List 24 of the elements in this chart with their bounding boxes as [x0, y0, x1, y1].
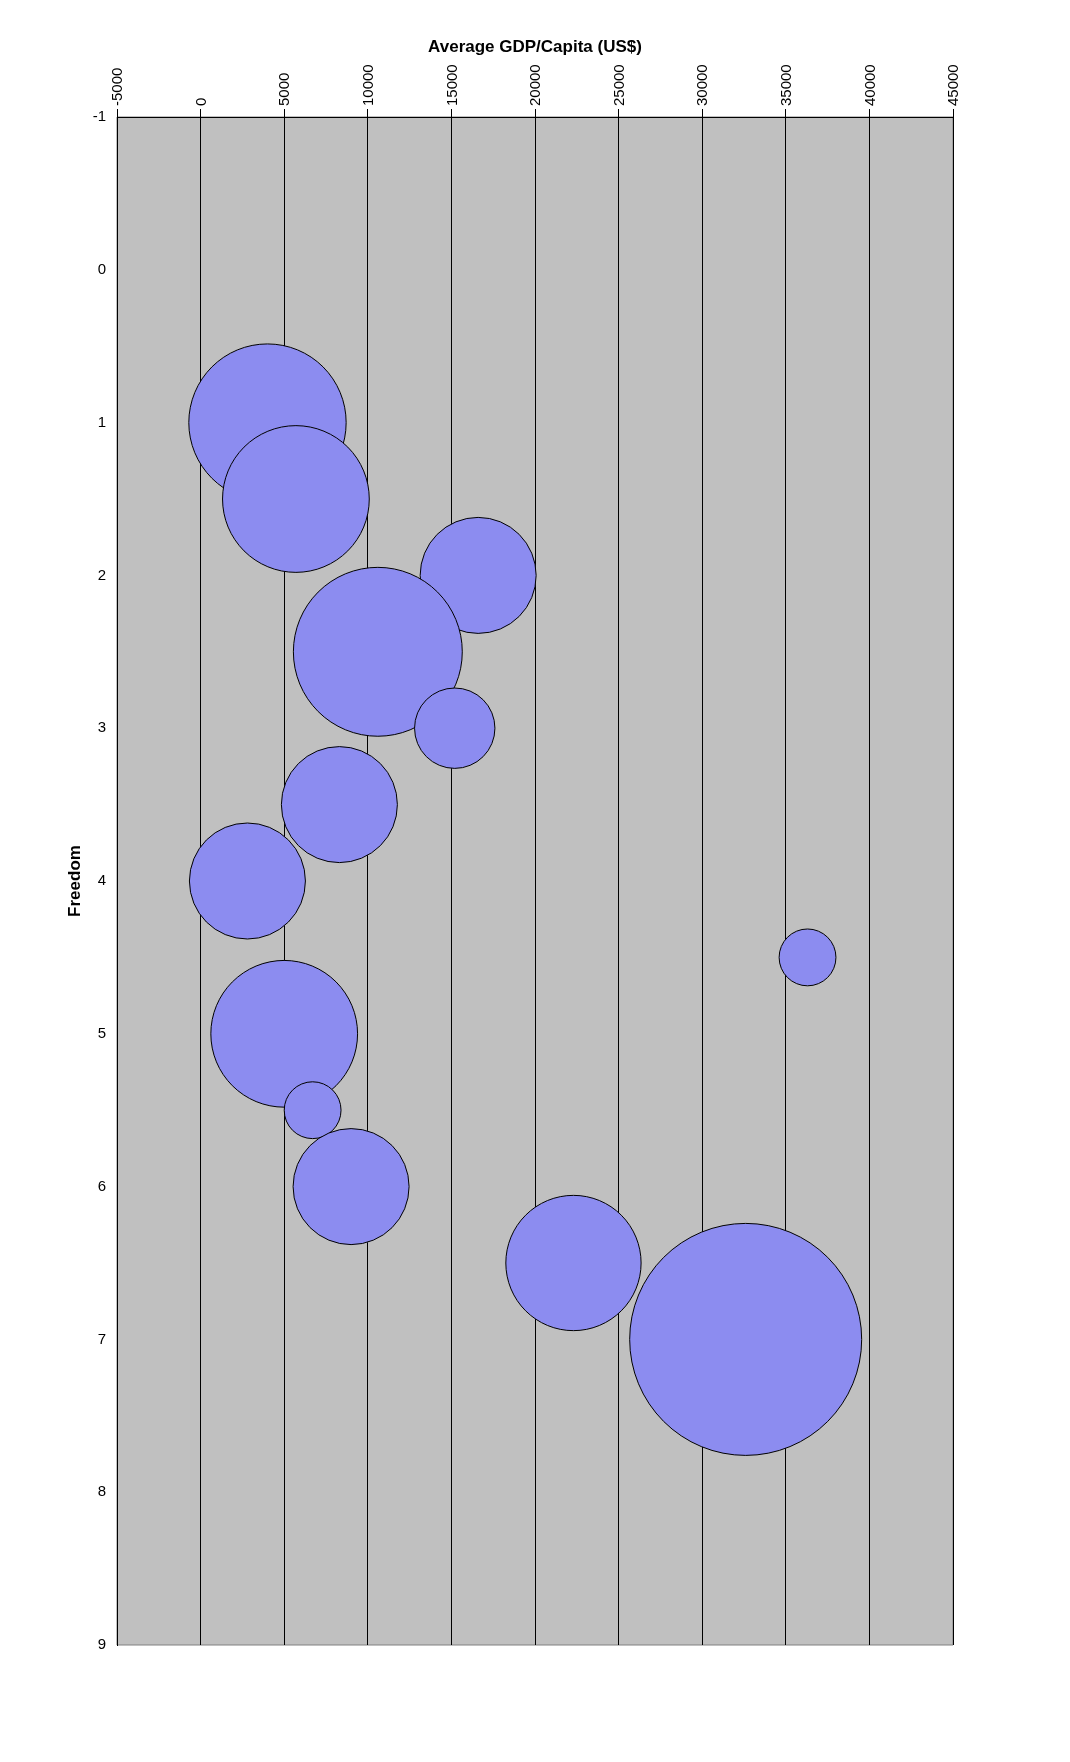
- y-tick-label: 0: [97, 259, 106, 277]
- y-tick-label: 5: [97, 1023, 106, 1041]
- x-tick-label: 0: [191, 97, 209, 106]
- x-tick-label: 20000: [526, 64, 544, 106]
- x-tick-label: -5000: [108, 67, 126, 106]
- x-tick-label: 15000: [442, 64, 460, 106]
- x-tick-label: 40000: [860, 64, 878, 106]
- x-tick-label: 5000: [275, 72, 293, 106]
- y-axis-title: Freedom: [65, 845, 85, 917]
- y-tick-label: 9: [97, 1635, 106, 1653]
- x-tick-label: 25000: [609, 64, 627, 106]
- x-tick-label: 10000: [358, 64, 376, 106]
- y-tick-label: 4: [97, 871, 106, 889]
- y-tick-label: 2: [97, 565, 106, 583]
- y-tick-label: 6: [97, 1176, 106, 1194]
- x-axis-title: Average GDP/Capita (US$): [428, 36, 642, 56]
- y-tick-label: 7: [97, 1329, 106, 1347]
- y-tick-label: 8: [97, 1482, 106, 1500]
- y-tick-label: -1: [92, 107, 106, 125]
- x-tick-label: 45000: [944, 64, 962, 106]
- y-tick-label: 1: [97, 412, 106, 430]
- x-tick-label: 35000: [776, 64, 794, 106]
- x-tick-label: 30000: [693, 64, 711, 106]
- y-tick-label: 3: [97, 718, 106, 736]
